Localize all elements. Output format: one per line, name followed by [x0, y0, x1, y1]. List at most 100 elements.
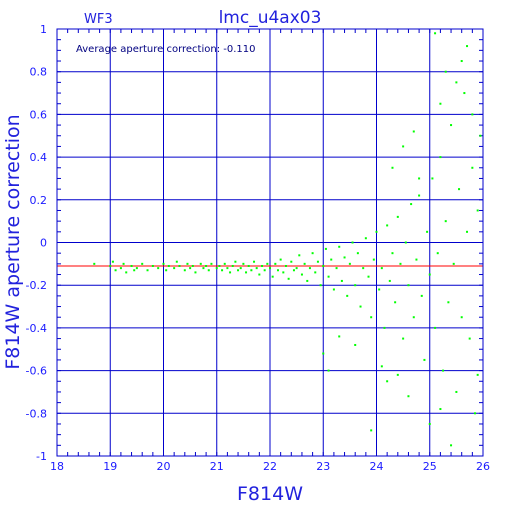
data-point — [109, 264, 112, 267]
data-point — [431, 177, 434, 180]
data-point — [221, 269, 224, 272]
data-point — [295, 267, 298, 270]
data-point — [151, 264, 154, 267]
data-point — [399, 262, 402, 265]
data-point — [407, 284, 410, 287]
x-tick-label: 23 — [316, 460, 330, 473]
data-point — [292, 269, 295, 272]
data-point — [290, 260, 293, 263]
data-point — [375, 230, 378, 233]
data-point — [308, 267, 311, 270]
data-point — [218, 264, 221, 267]
data-point — [452, 262, 455, 265]
data-point — [122, 262, 125, 265]
data-point — [391, 166, 394, 169]
data-point — [327, 369, 330, 372]
data-point — [269, 267, 271, 270]
data-point — [130, 264, 133, 267]
data-point — [415, 258, 418, 261]
data-point — [298, 254, 301, 257]
data-point — [210, 262, 213, 265]
data-point — [372, 258, 375, 261]
data-point — [402, 145, 405, 148]
data-point — [463, 92, 466, 95]
grid — [56, 28, 484, 457]
y-tick-label: -0.8 — [26, 407, 47, 420]
data-point — [476, 209, 479, 212]
data-point — [199, 262, 202, 265]
data-point — [322, 264, 325, 267]
data-point — [332, 288, 335, 291]
data-point — [157, 267, 160, 270]
y-tick-label: 1 — [40, 23, 47, 36]
data-point — [340, 279, 343, 282]
data-point — [412, 316, 415, 319]
data-point — [330, 258, 333, 261]
data-point — [178, 264, 181, 267]
data-point — [354, 284, 357, 287]
data-point — [205, 264, 208, 267]
data-point — [114, 269, 117, 272]
data-point — [364, 237, 367, 240]
data-point — [439, 156, 442, 159]
data-point — [468, 337, 471, 340]
y-tick-label: 0.8 — [30, 66, 48, 79]
data-point — [386, 224, 389, 227]
data-point — [460, 316, 463, 319]
data-point — [165, 269, 168, 272]
plot-border — [56, 28, 484, 457]
data-point — [237, 269, 240, 272]
y-tick-label: 0.2 — [30, 194, 48, 207]
data-point — [314, 271, 317, 274]
y-axis-title: F814W aperture correction — [2, 114, 24, 369]
data-point — [167, 264, 170, 267]
data-point — [135, 267, 138, 270]
data-point — [234, 260, 237, 263]
data-point — [322, 352, 325, 355]
data-point — [354, 343, 357, 346]
points — [93, 32, 482, 447]
plot-frame — [56, 28, 484, 457]
data-point — [388, 279, 391, 282]
data-point — [455, 390, 458, 393]
data-point — [378, 288, 381, 291]
data-point — [466, 230, 469, 233]
data-point — [442, 369, 445, 372]
data-point — [455, 81, 458, 84]
data-point — [391, 252, 394, 255]
data-point — [189, 267, 192, 270]
data-point — [476, 373, 479, 376]
data-point — [396, 373, 399, 376]
data-point — [380, 267, 383, 270]
data-point — [386, 380, 389, 383]
data-point — [426, 230, 429, 233]
y-tick-label: -1 — [36, 450, 47, 463]
data-point — [346, 294, 349, 297]
data-point — [231, 264, 234, 267]
data-point — [434, 326, 437, 329]
data-point — [215, 267, 218, 270]
data-point — [348, 262, 351, 265]
data-point — [266, 262, 269, 265]
x-axis-title: F814W — [237, 483, 303, 505]
data-point — [367, 275, 370, 278]
data-point — [394, 301, 397, 304]
data-point — [428, 273, 431, 276]
data-point — [250, 269, 253, 272]
data-point — [242, 262, 245, 265]
data-point — [279, 258, 282, 261]
chip-label: WF3 — [84, 12, 113, 27]
data-point — [418, 177, 421, 180]
data-point — [450, 444, 453, 447]
data-point — [245, 271, 248, 274]
data-point — [335, 267, 338, 270]
x-tick-label: 18 — [50, 460, 64, 473]
data-point — [284, 264, 287, 267]
data-point — [418, 194, 421, 197]
data-point — [271, 275, 274, 278]
y-tick-label: -0.6 — [26, 365, 47, 378]
data-point — [471, 113, 474, 116]
data-point — [274, 262, 277, 265]
data-point — [303, 262, 306, 265]
data-point — [356, 252, 359, 255]
